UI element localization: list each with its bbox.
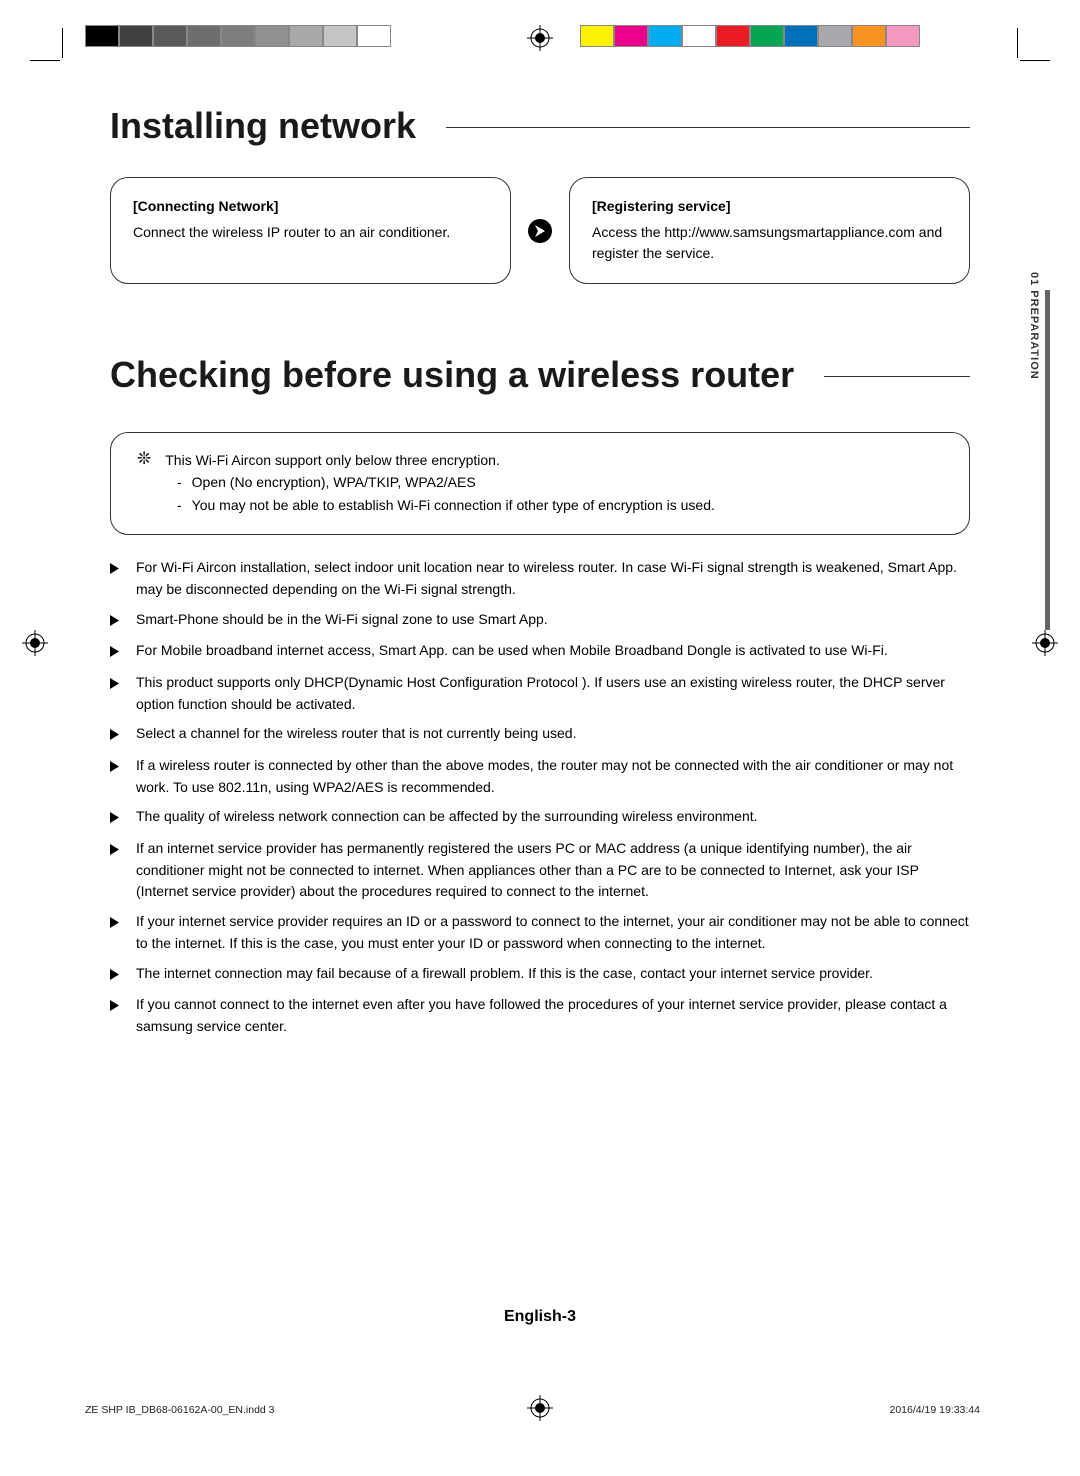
checklist-item-text: If a wireless router is connected by oth… [136,755,970,798]
swatch [682,25,716,47]
color-bar-color [580,25,920,47]
imprint-file: ZE SHP IB_DB68-06162A-00_EN.indd 3 [85,1404,275,1416]
swatch [716,25,750,47]
dash-icon: - [177,494,182,516]
triangle-bullet-icon [110,994,124,1037]
checklist-item-text: If your internet service provider requir… [136,911,970,954]
imprint-line: ZE SHP IB_DB68-06162A-00_EN.indd 3 2016/… [85,1404,980,1416]
title-installing-network: Installing network [110,105,970,147]
info-sub-text: Open (No encryption), WPA/TKIP, WPA2/AES [192,471,476,493]
triangle-bullet-icon [110,755,124,798]
checklist-item: If a wireless router is connected by oth… [110,755,970,798]
swatch [818,25,852,47]
title-checking-router-text: Checking before using a wireless router [110,354,794,396]
swatch [255,25,289,47]
info-sub-text: You may not be able to establish Wi-Fi c… [192,494,715,516]
asterisk-icon: ❊ [137,449,151,471]
box-connecting-network-body: Connect the wireless IP router to an air… [133,222,488,244]
swatch [323,25,357,47]
swatch [221,25,255,47]
triangle-bullet-icon [110,963,124,987]
triangle-bullet-icon [110,723,124,747]
checklist-item: For Mobile broadband internet access, Sm… [110,640,970,664]
checklist-item-text: For Wi-Fi Aircon installation, select in… [136,557,970,600]
registration-mark-right [1032,630,1058,656]
swatch [85,25,119,47]
side-tab-bar [1045,290,1050,630]
checklist-item-text: Smart-Phone should be in the Wi-Fi signa… [136,609,548,633]
encryption-info-box: ❊ This Wi-Fi Aircon support only below t… [110,432,970,535]
checklist-item-text: For Mobile broadband internet access, Sm… [136,640,888,664]
checklist-item: If an internet service provider has perm… [110,838,970,903]
swatch [357,25,391,47]
title-installing-network-text: Installing network [110,105,416,147]
info-sub-line: -You may not be able to establish Wi-Fi … [177,494,947,516]
checklist-item: This product supports only DHCP(Dynamic … [110,672,970,715]
swatch [886,25,920,47]
page-content: Installing network [Connecting Network] … [60,105,1020,1356]
checklist-item: If your internet service provider requir… [110,911,970,954]
checklist-item-text: Select a channel for the wireless router… [136,723,576,747]
box-registering-service-body: Access the http://www.samsungsmartapplia… [592,222,947,265]
swatch [187,25,221,47]
network-steps-row: [Connecting Network] Connect the wireles… [110,177,970,284]
swatch [784,25,818,47]
dash-icon: - [177,471,182,493]
box-connecting-network: [Connecting Network] Connect the wireles… [110,177,511,284]
swatch [119,25,153,47]
triangle-bullet-icon [110,609,124,633]
checklist-item-text: This product supports only DHCP(Dynamic … [136,672,970,715]
checklist-item: Smart-Phone should be in the Wi-Fi signa… [110,609,970,633]
registration-mark-left [22,630,48,656]
encryption-info-line: This Wi-Fi Aircon support only below thr… [165,449,500,471]
title-checking-router: Checking before using a wireless router [110,354,970,396]
checklist-item-text: The internet connection may fail because… [136,963,873,987]
imprint-date: 2016/4/19 19:33:44 [889,1404,980,1416]
swatch [289,25,323,47]
swatch [852,25,886,47]
side-tab-label: 01 PREPARATION [1028,272,1040,380]
checklist-item: Select a channel for the wireless router… [110,723,970,747]
checklist-item-text: If an internet service provider has perm… [136,838,970,903]
triangle-bullet-icon [110,557,124,600]
triangle-bullet-icon [110,806,124,830]
swatch [614,25,648,47]
box-registering-service-title: [Registering service] [592,196,947,218]
side-tab-preparation: 01 PREPARATION [1020,290,1050,630]
checklist-item: If you cannot connect to the internet ev… [110,994,970,1037]
checklist: For Wi-Fi Aircon installation, select in… [110,557,970,1037]
triangle-bullet-icon [110,640,124,664]
swatch [580,25,614,47]
color-bar-grayscale [85,25,391,47]
checklist-item: The quality of wireless network connecti… [110,806,970,830]
box-registering-service: [Registering service] Access the http://… [569,177,970,284]
checklist-item: The internet connection may fail because… [110,963,970,987]
triangle-bullet-icon [110,911,124,954]
registration-mark-top [527,25,553,51]
checklist-item-text: The quality of wireless network connecti… [136,806,758,830]
page-footer: English-3 [60,1308,1020,1326]
info-sub-line: -Open (No encryption), WPA/TKIP, WPA2/AE… [177,471,947,493]
triangle-bullet-icon [110,672,124,715]
checklist-item: For Wi-Fi Aircon installation, select in… [110,557,970,600]
box-connecting-network-title: [Connecting Network] [133,196,488,218]
swatch [750,25,784,47]
swatch [153,25,187,47]
triangle-bullet-icon [110,838,124,903]
checklist-item-text: If you cannot connect to the internet ev… [136,994,970,1037]
arrow-right-icon [525,177,555,284]
swatch [648,25,682,47]
